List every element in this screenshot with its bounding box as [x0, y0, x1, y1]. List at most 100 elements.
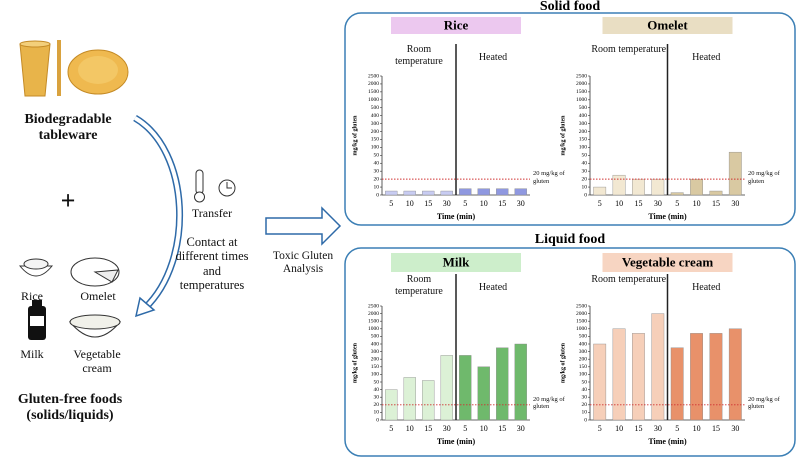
- y-tick-label: 400: [579, 341, 588, 347]
- transfer-label: Transfer: [191, 206, 233, 220]
- x-tick-label: 15: [634, 199, 642, 208]
- x-tick-label: 5: [389, 199, 393, 208]
- bar: [709, 333, 723, 421]
- y-tick-label: 1500: [368, 318, 379, 324]
- bar: [593, 186, 607, 196]
- x-tick-label: 15: [424, 424, 432, 433]
- flow-arrow-inner: [133, 116, 182, 310]
- y-tick-label: 2500: [368, 303, 379, 309]
- y-tick-label: 30: [582, 394, 588, 400]
- y-tick-label: 1500: [368, 89, 379, 95]
- x-axis-label: Time (min): [648, 212, 687, 221]
- food-label: Milk: [20, 347, 44, 361]
- bar: [670, 347, 684, 421]
- bar: [690, 333, 703, 421]
- y-tick-label: 200: [371, 356, 380, 362]
- y-tick-label: 300: [371, 349, 380, 355]
- x-tick-label: 5: [598, 199, 602, 208]
- y-tick-label: 10: [582, 184, 588, 190]
- panel-title: Solid food: [540, 0, 601, 14]
- x-tick-label: 15: [712, 424, 720, 433]
- y-tick-label: 20: [374, 176, 380, 182]
- y-axis-label: mg/kg of gluten: [352, 115, 358, 156]
- y-tick-label: 150: [371, 137, 380, 143]
- x-tick-label: 10: [693, 199, 701, 208]
- y-tick-label: 100: [579, 372, 588, 378]
- x-tick-label: 10: [406, 199, 414, 208]
- x-tick-label: 5: [675, 199, 679, 208]
- bar: [477, 366, 490, 421]
- bar: [514, 343, 527, 421]
- y-tick-label: 10: [582, 410, 588, 416]
- clock-hands: [226, 182, 232, 189]
- x-tick-label: 5: [675, 424, 679, 433]
- y-tick-label: 300: [579, 121, 588, 127]
- liquid-panel: [344, 247, 796, 457]
- cup-rim: [19, 40, 51, 48]
- group-label: Room temperature: [591, 44, 667, 55]
- y-tick-label: 20: [374, 402, 380, 408]
- x-tick-label: 10: [406, 424, 414, 433]
- cream-icon: [69, 314, 121, 330]
- bar: [728, 151, 742, 196]
- y-tick-label: 30: [374, 394, 380, 400]
- group-label: Heated: [478, 52, 508, 63]
- bar: [422, 380, 435, 421]
- bar: [632, 178, 645, 196]
- y-axis-label: mg/kg of gluten: [560, 342, 566, 383]
- bar: [477, 188, 490, 196]
- bar: [514, 188, 527, 196]
- x-tick-label: 15: [498, 199, 506, 208]
- thermometer-bulb: [194, 191, 205, 203]
- x-tick-label: 5: [463, 199, 467, 208]
- bar: [632, 333, 645, 421]
- y-tick-label: 400: [579, 113, 588, 119]
- x-tick-label: 10: [693, 424, 701, 433]
- chart-title: Omelet: [647, 17, 688, 32]
- x-tick-label: 15: [634, 424, 642, 433]
- chart-title-box: [391, 253, 521, 272]
- stick-icon: [57, 40, 61, 96]
- y-tick-label: 200: [579, 129, 588, 135]
- y-tick-label: 1000: [576, 326, 587, 332]
- threshold-label: 20 mg/kg of gluten: [748, 395, 780, 411]
- x-tick-label: 30: [654, 424, 662, 433]
- y-tick-label: 100: [371, 372, 380, 378]
- contact-label: Contact at different times and temperatu…: [175, 235, 249, 293]
- panel-title: Liquid food: [535, 232, 606, 247]
- y-tick-label: 2500: [576, 73, 587, 79]
- bar: [612, 174, 626, 196]
- y-tick-label: 40: [374, 387, 380, 393]
- bar: [440, 355, 453, 421]
- y-tick-label: 1000: [368, 326, 379, 332]
- plus-sign: +: [60, 186, 76, 215]
- threshold-label: 20 mg/kg of gluten: [533, 170, 565, 185]
- y-tick-label: 50: [582, 153, 588, 159]
- bar: [690, 178, 703, 196]
- flow-arrowhead: [134, 296, 156, 318]
- y-tick-label: 20: [582, 402, 588, 408]
- y-tick-label: 100: [371, 145, 380, 151]
- x-tick-label: 30: [654, 199, 662, 208]
- milk-label: [30, 316, 44, 326]
- group-label: Heated: [692, 52, 721, 63]
- y-tick-label: 2500: [368, 73, 379, 79]
- y-tick-label: 2000: [576, 311, 587, 317]
- bar: [440, 190, 453, 196]
- bar: [422, 190, 435, 196]
- bar: [593, 343, 607, 421]
- rice-bowl-icon: [18, 265, 54, 277]
- threshold-label: 20 mg/kg of gluten: [533, 395, 565, 411]
- y-tick-label: 100: [579, 145, 588, 151]
- omelet-slice: [93, 269, 119, 283]
- x-tick-label: 15: [712, 199, 720, 208]
- chart-title-box: [391, 17, 521, 34]
- y-tick-label: 500: [579, 105, 588, 111]
- x-tick-label: 30: [443, 199, 451, 208]
- milk-cap: [32, 300, 42, 308]
- y-tick-label: 0: [376, 192, 379, 198]
- x-axis-label: Time (min): [648, 437, 687, 446]
- solid-panel: [344, 12, 796, 226]
- y-tick-label: 500: [371, 334, 380, 340]
- bar: [459, 355, 472, 421]
